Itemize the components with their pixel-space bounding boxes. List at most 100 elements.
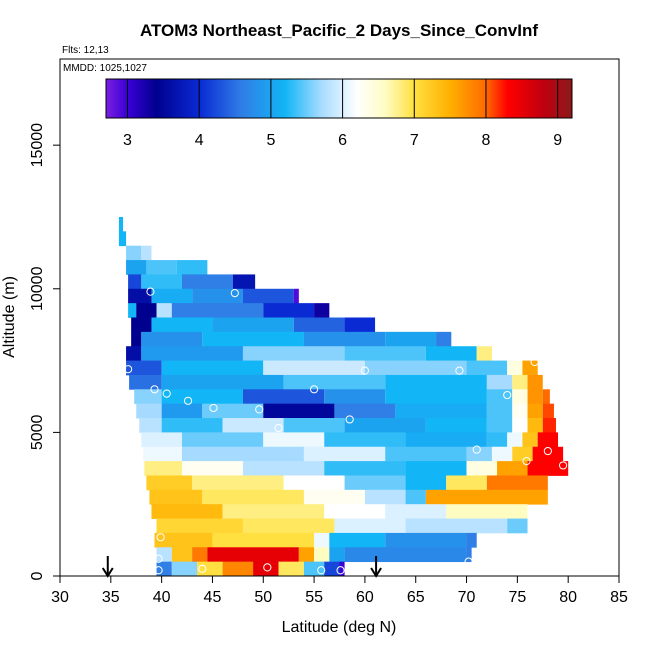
heatmap-cell xyxy=(344,317,376,333)
heatmap-cell xyxy=(542,418,556,433)
heatmap-cell xyxy=(486,374,513,390)
heatmap-cell xyxy=(324,389,386,405)
heatmap-cell xyxy=(202,403,264,419)
sample-marker xyxy=(255,405,264,414)
heatmap-cell xyxy=(364,489,406,505)
heatmap-cell xyxy=(129,374,162,390)
sample-marker xyxy=(345,415,354,424)
heatmap-cell xyxy=(283,475,345,491)
heatmap-cell xyxy=(283,374,386,390)
heatmap-cell xyxy=(385,389,487,405)
heatmap-cell xyxy=(141,432,182,448)
sample-marker xyxy=(559,461,568,470)
heatmap-cell xyxy=(181,432,264,448)
heatmap-cell xyxy=(405,518,508,534)
heatmap-cell xyxy=(192,475,284,491)
heatmap-cell xyxy=(222,504,325,519)
heatmap-cell xyxy=(527,403,543,419)
heatmap-cell xyxy=(126,346,142,361)
heatmap-cell xyxy=(202,331,304,347)
heatmap-cell xyxy=(141,274,182,290)
sample-marker xyxy=(230,288,239,298)
heatmap-cell xyxy=(151,288,193,304)
sample-marker xyxy=(472,445,481,454)
sample-marker xyxy=(336,566,345,575)
heatmap-cell xyxy=(425,489,548,505)
heatmap-cell xyxy=(542,403,554,419)
heatmap-cell xyxy=(385,532,467,548)
heatmap-cell xyxy=(324,504,386,519)
heatmap-cell xyxy=(222,418,284,433)
sample-marker xyxy=(183,396,193,405)
sample-markers xyxy=(124,276,568,575)
heatmap-cell xyxy=(324,461,406,476)
heatmap-cell xyxy=(405,475,447,491)
heatmap-cell xyxy=(171,561,198,577)
colorbar-ticks: 3 4 5 6 7 8 9 xyxy=(123,79,562,149)
heatmap-cell xyxy=(202,489,304,505)
sample-marker xyxy=(522,457,531,466)
heatmap-cell xyxy=(339,561,345,577)
heatmap-cell xyxy=(527,418,543,433)
heatmap-cell xyxy=(486,403,513,419)
sample-marker xyxy=(309,385,319,394)
colorbar-tick-label: 7 xyxy=(410,132,419,149)
heatmap-cell xyxy=(161,360,264,376)
heatmap-cell xyxy=(154,532,213,548)
x-tick-label: 70 xyxy=(458,589,476,606)
heatmap-cell xyxy=(293,317,345,333)
heatmap-cell xyxy=(334,403,396,419)
heatmap-cell xyxy=(466,446,492,462)
sample-marker xyxy=(464,557,473,566)
heatmap-cell xyxy=(212,532,315,548)
x-tick-label: 80 xyxy=(559,589,577,606)
plot-frame xyxy=(59,58,620,577)
heatmap-cell xyxy=(385,331,437,347)
heatmap-cell xyxy=(181,274,233,290)
heatmap-cell xyxy=(253,561,279,577)
y-tick-label: 15000 xyxy=(29,123,46,168)
heatmap-cell xyxy=(385,504,447,519)
heatmap-cell xyxy=(263,303,315,318)
sample-marker xyxy=(455,366,464,375)
y-axis-label: Altitude (m) xyxy=(1,276,18,358)
heatmap-cell xyxy=(181,446,304,462)
heatmap-cell xyxy=(128,288,152,304)
dates-subtitle: MMDD: 1025,1027 xyxy=(63,63,147,74)
heatmap-cell xyxy=(197,561,223,577)
heatmap-cell xyxy=(303,561,325,577)
heatmap-cell xyxy=(486,432,508,448)
heatmap-cell xyxy=(242,518,335,534)
sample-marker xyxy=(124,365,133,374)
heatmap-cell xyxy=(156,518,243,534)
heatmap-cell xyxy=(149,489,203,505)
heatmap-cell xyxy=(344,346,426,361)
heatmap-cell xyxy=(486,389,513,405)
colorbar-gradient xyxy=(105,78,573,119)
sample-marker xyxy=(317,566,326,575)
heatmap-cell xyxy=(466,360,508,376)
heatmap-cell xyxy=(507,432,523,448)
heatmap-cell xyxy=(324,432,406,448)
heatmap-cell xyxy=(405,461,467,476)
heatmap-cell xyxy=(278,561,304,577)
heatmap-cell xyxy=(151,504,223,519)
heatmap-cell xyxy=(344,475,406,491)
heatmap-cell xyxy=(232,274,256,290)
heatmap-cell xyxy=(527,461,569,476)
heatmap-cell xyxy=(118,216,124,232)
x-tick-label: 45 xyxy=(204,589,222,606)
heatmap-cells xyxy=(118,216,569,577)
heatmap-cell xyxy=(476,346,492,361)
heatmap-cell xyxy=(171,303,264,318)
heatmap-cell xyxy=(537,432,559,448)
heatmap-cell xyxy=(497,461,528,476)
sample-marker xyxy=(198,564,207,573)
sample-marker xyxy=(209,403,218,413)
heatmap-cell xyxy=(542,389,550,405)
heatmap-cell xyxy=(207,547,299,563)
heatmap-cell xyxy=(532,446,564,462)
heatmap-cell xyxy=(128,303,137,318)
heatmap-cell xyxy=(314,547,330,563)
heatmap-cell xyxy=(192,288,243,304)
